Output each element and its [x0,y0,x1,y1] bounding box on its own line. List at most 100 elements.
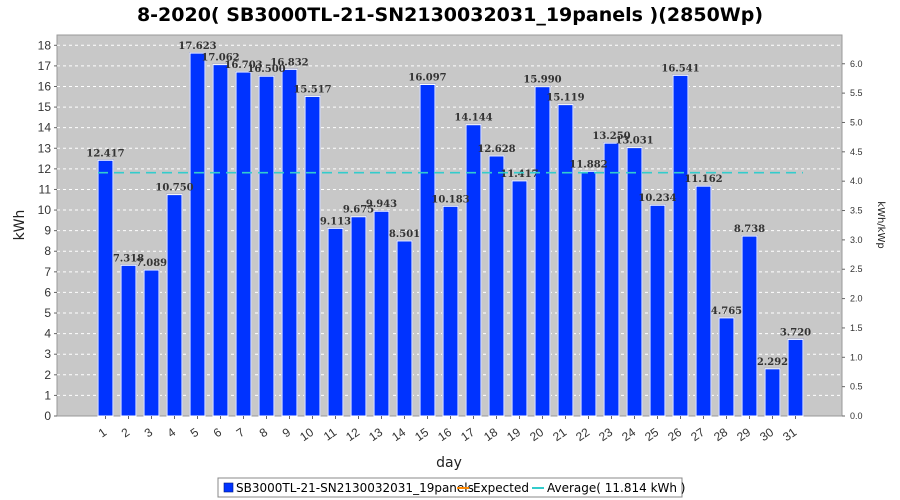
legend: SB3000TL-21-SN2130032031_19panels Expect… [217,477,686,498]
y-right-tick-label: 6.0 [850,59,863,69]
y-tick-label: 12 [38,162,52,176]
bar [166,194,183,417]
legend-series-swatch [223,482,234,493]
y-right-tick-label: 4.0 [850,176,863,186]
bar-value-label: 16.703 [224,60,262,71]
y-right-tick-label: 5.5 [850,88,863,98]
y-right-tick-label: 5.0 [850,117,863,127]
x-tick-label: 21 [550,425,569,444]
y-right-tick-label: 2.5 [850,264,863,274]
bar [626,147,643,417]
bar [764,368,781,417]
bar [97,159,114,417]
bar [557,104,574,417]
y-axis-label: kWh [12,210,28,241]
y-tick-label: 3 [44,347,51,361]
x-tick-label: 9 [280,425,294,440]
y-tick-label: 2 [44,368,51,382]
x-tick-label: 25 [642,425,661,444]
chart-title: 8-2020( SB3000TL-21-SN2130032031_19panel… [137,4,763,26]
bar-value-label: 7.318 [113,253,144,264]
bar-value-label: 16.832 [270,57,308,68]
bar [787,338,804,417]
bar [718,317,735,417]
y-tick-label: 5 [44,306,51,320]
bar-value-label: 10.183 [431,194,469,205]
bar [465,124,482,417]
bar-value-label: 9.943 [366,199,397,210]
bar-value-label: 15.517 [293,84,331,95]
x-tick-label: 6 [211,425,225,440]
y-right-tick-label: 1.0 [850,352,863,362]
bar-value-label: 15.119 [546,93,584,104]
y-tick-label: 7 [44,265,51,279]
y-tick-label: 17 [38,59,52,73]
bar-value-label: 13.250 [592,131,630,142]
bar-value-label: 11.882 [569,159,607,170]
x-tick-label: 24 [619,425,638,444]
y-right-tick-label: 1.5 [850,323,863,333]
x-axis-label: day [436,455,462,471]
x-tick-label: 8 [257,425,271,440]
x-tick-label: 20 [527,425,546,444]
bar [396,240,413,417]
bars [97,52,804,417]
y-tick-label: 4 [44,327,51,341]
bar [281,68,298,417]
x-tick-label: 1 [96,425,110,440]
bar [741,235,758,417]
bar [350,216,367,417]
y-right-tick-label: 2.0 [850,294,863,304]
bar [120,264,137,417]
x-tick-label: 17 [458,425,477,444]
bar-value-label: 17.623 [178,41,216,52]
bar [258,75,275,417]
y-tick-label: 15 [38,100,52,114]
bar [235,71,252,417]
bar-value-label: 12.417 [86,148,124,159]
y-tick-label: 16 [38,79,52,93]
legend-expected-label: Expected [473,481,529,495]
x-tick-label: 14 [389,425,408,444]
bar-value-label: 9.113 [320,216,351,227]
bar-value-label: 17.062 [201,53,239,64]
bar-value-label: 11.162 [684,174,722,185]
y-tick-label: 0 [44,409,51,423]
bar-value-label: 4.765 [711,306,742,317]
x-tick-label: 23 [596,425,615,444]
x-axis-ticks: 1 2 3 4 5 6 7 8 9 10 11 12 13 14 15 16 17 18 19 20 21 22 23 24 2… [96,416,799,444]
bar-value-label: 7.089 [136,258,167,269]
bar [442,205,459,417]
bar-value-label: 16.541 [661,63,699,74]
bar [304,95,321,417]
bar-value-label: 14.144 [454,113,492,124]
x-tick-label: 18 [481,425,500,444]
bar-value-label: 11.417 [500,169,538,180]
bar [419,83,436,417]
y-right-tick-label: 0.0 [850,411,863,421]
legend-box [217,477,683,498]
x-tick-label: 10 [297,425,316,444]
y-tick-label: 10 [38,203,52,217]
bar [511,180,528,417]
bar [212,64,229,417]
bar [143,269,160,417]
bar [189,52,206,417]
y-tick-label: 1 [44,388,51,402]
bar [488,155,505,417]
x-tick-label: 28 [711,425,730,444]
legend-average-label: Average( 11.814 kWh ) [547,481,686,495]
bar-value-label: 9.675 [343,205,374,216]
bar-value-label: 3.720 [780,327,811,338]
bar-value-label: 2.292 [757,357,788,368]
x-tick-label: 5 [188,425,202,440]
y-tick-label: 8 [44,244,51,258]
bar-value-label: 13.031 [615,136,653,147]
bar-value-label: 16.097 [408,72,446,83]
y-axis-right-label: kWh/kWp [875,201,886,248]
x-tick-label: 16 [435,425,454,444]
bar-value-label: 8.738 [734,224,765,235]
y-tick-label: 14 [38,121,52,135]
